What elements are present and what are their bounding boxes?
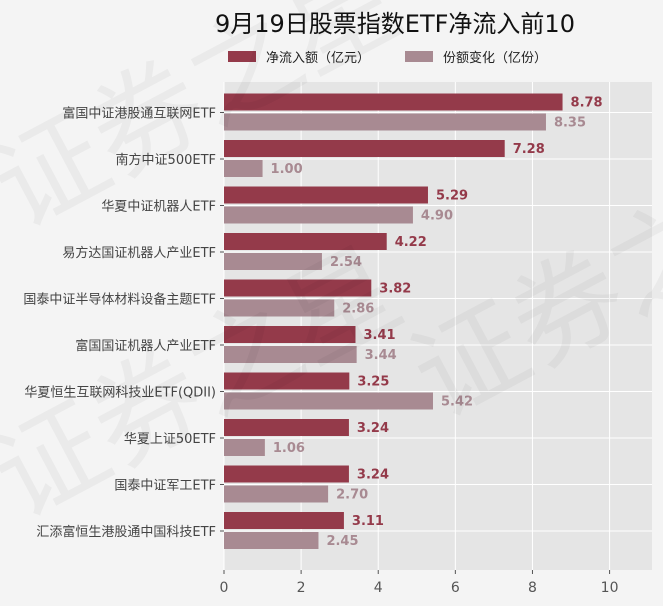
category-label: 汇添富恒生港股通中国科技ETF [36,524,216,540]
data-label-net-inflow: 3.24 [357,468,389,483]
bar-net-inflow [224,140,505,157]
data-label-share-change: 2.70 [336,488,368,503]
data-label-net-inflow: 3.41 [363,328,395,343]
bar-share-change [224,532,319,549]
data-label-share-change: 2.45 [326,534,358,549]
bar-share-change [224,113,546,131]
bar-share-change [224,485,329,503]
data-label-net-inflow: 5.29 [436,189,468,204]
data-label-share-change: 1.00 [271,162,303,177]
category-label: 国泰中证军工ETF [114,479,216,494]
data-label-share-change: 2.86 [342,302,374,317]
legend-label-net-inflow: 净流入额（亿元） [266,51,370,66]
legend-swatch-share-change [405,51,433,62]
bar-share-change [224,299,335,317]
bar-net-inflow [224,465,349,483]
category-label: 国泰中证半导体材料设备主题ETF [23,292,216,308]
bars: 8.78 8.35 7.28 1.00 5.29 4.90 4.22 2.54 3.82 2.86… [224,93,603,549]
legend-label-share-change: 份额变化（亿份） [443,50,547,66]
bar-share-change [224,206,413,224]
category-label: 南方中证500ETF [116,152,216,168]
x-tick-label: 4 [374,580,383,596]
bar-net-inflow [224,512,344,529]
bar-share-change [224,392,433,410]
bar-share-change [224,253,322,270]
bar-net-inflow [224,93,563,111]
bar-share-change [224,346,357,363]
bar-share-change [224,160,263,177]
bar-net-inflow [224,372,350,390]
category-label: 华夏上证50ETF [124,432,216,447]
x-tick-label: 8 [528,580,537,596]
chart-title: 9月19日股票指数ETF净流入前10 [215,10,575,38]
data-label-net-inflow: 3.24 [357,421,389,436]
bar-net-inflow [224,326,356,343]
data-label-net-inflow: 3.82 [379,282,411,297]
category-label: 富国国证机器人产业ETF [75,338,216,354]
bar-net-inflow [224,186,428,204]
data-label-share-change: 4.90 [421,209,453,224]
category-label: 华夏恒生互联网科技业ETF(QDII) [24,386,216,401]
data-label-net-inflow: 7.28 [513,142,545,157]
data-label-share-change: 8.35 [554,116,586,131]
bar-net-inflow [224,419,349,436]
data-label-share-change: 1.06 [273,441,305,456]
data-label-net-inflow: 8.78 [571,96,603,111]
category-label: 富国中证港股通互联网ETF [62,106,216,122]
data-label-share-change: 5.42 [441,395,473,410]
data-label-share-change: 2.54 [330,255,362,270]
category-label: 华夏中证机器人ETF [101,200,216,215]
category-labels: 富国中证港股通互联网ETF 南方中证500ETF 华夏中证机器人ETF 易方达国证机器… [23,106,224,540]
legend: 净流入额（亿元） 份额变化（亿份） [228,50,547,66]
bar-net-inflow [224,279,372,297]
x-tick-label: 10 [601,580,619,596]
category-label: 易方达国证机器人产业ETF [62,245,216,261]
data-label-net-inflow: 3.11 [352,514,384,529]
legend-swatch-net-inflow [228,51,256,62]
x-tick-label: 0 [220,580,229,596]
data-label-share-change: 3.44 [365,348,397,363]
bar-share-change [224,439,265,456]
data-label-net-inflow: 4.22 [395,235,427,250]
bar-net-inflow [224,233,387,250]
x-tick-label: 6 [451,580,460,596]
x-axis: 0 2 4 6 8 10 [220,570,619,596]
data-label-net-inflow: 3.25 [357,375,389,390]
x-tick-label: 2 [297,580,306,596]
